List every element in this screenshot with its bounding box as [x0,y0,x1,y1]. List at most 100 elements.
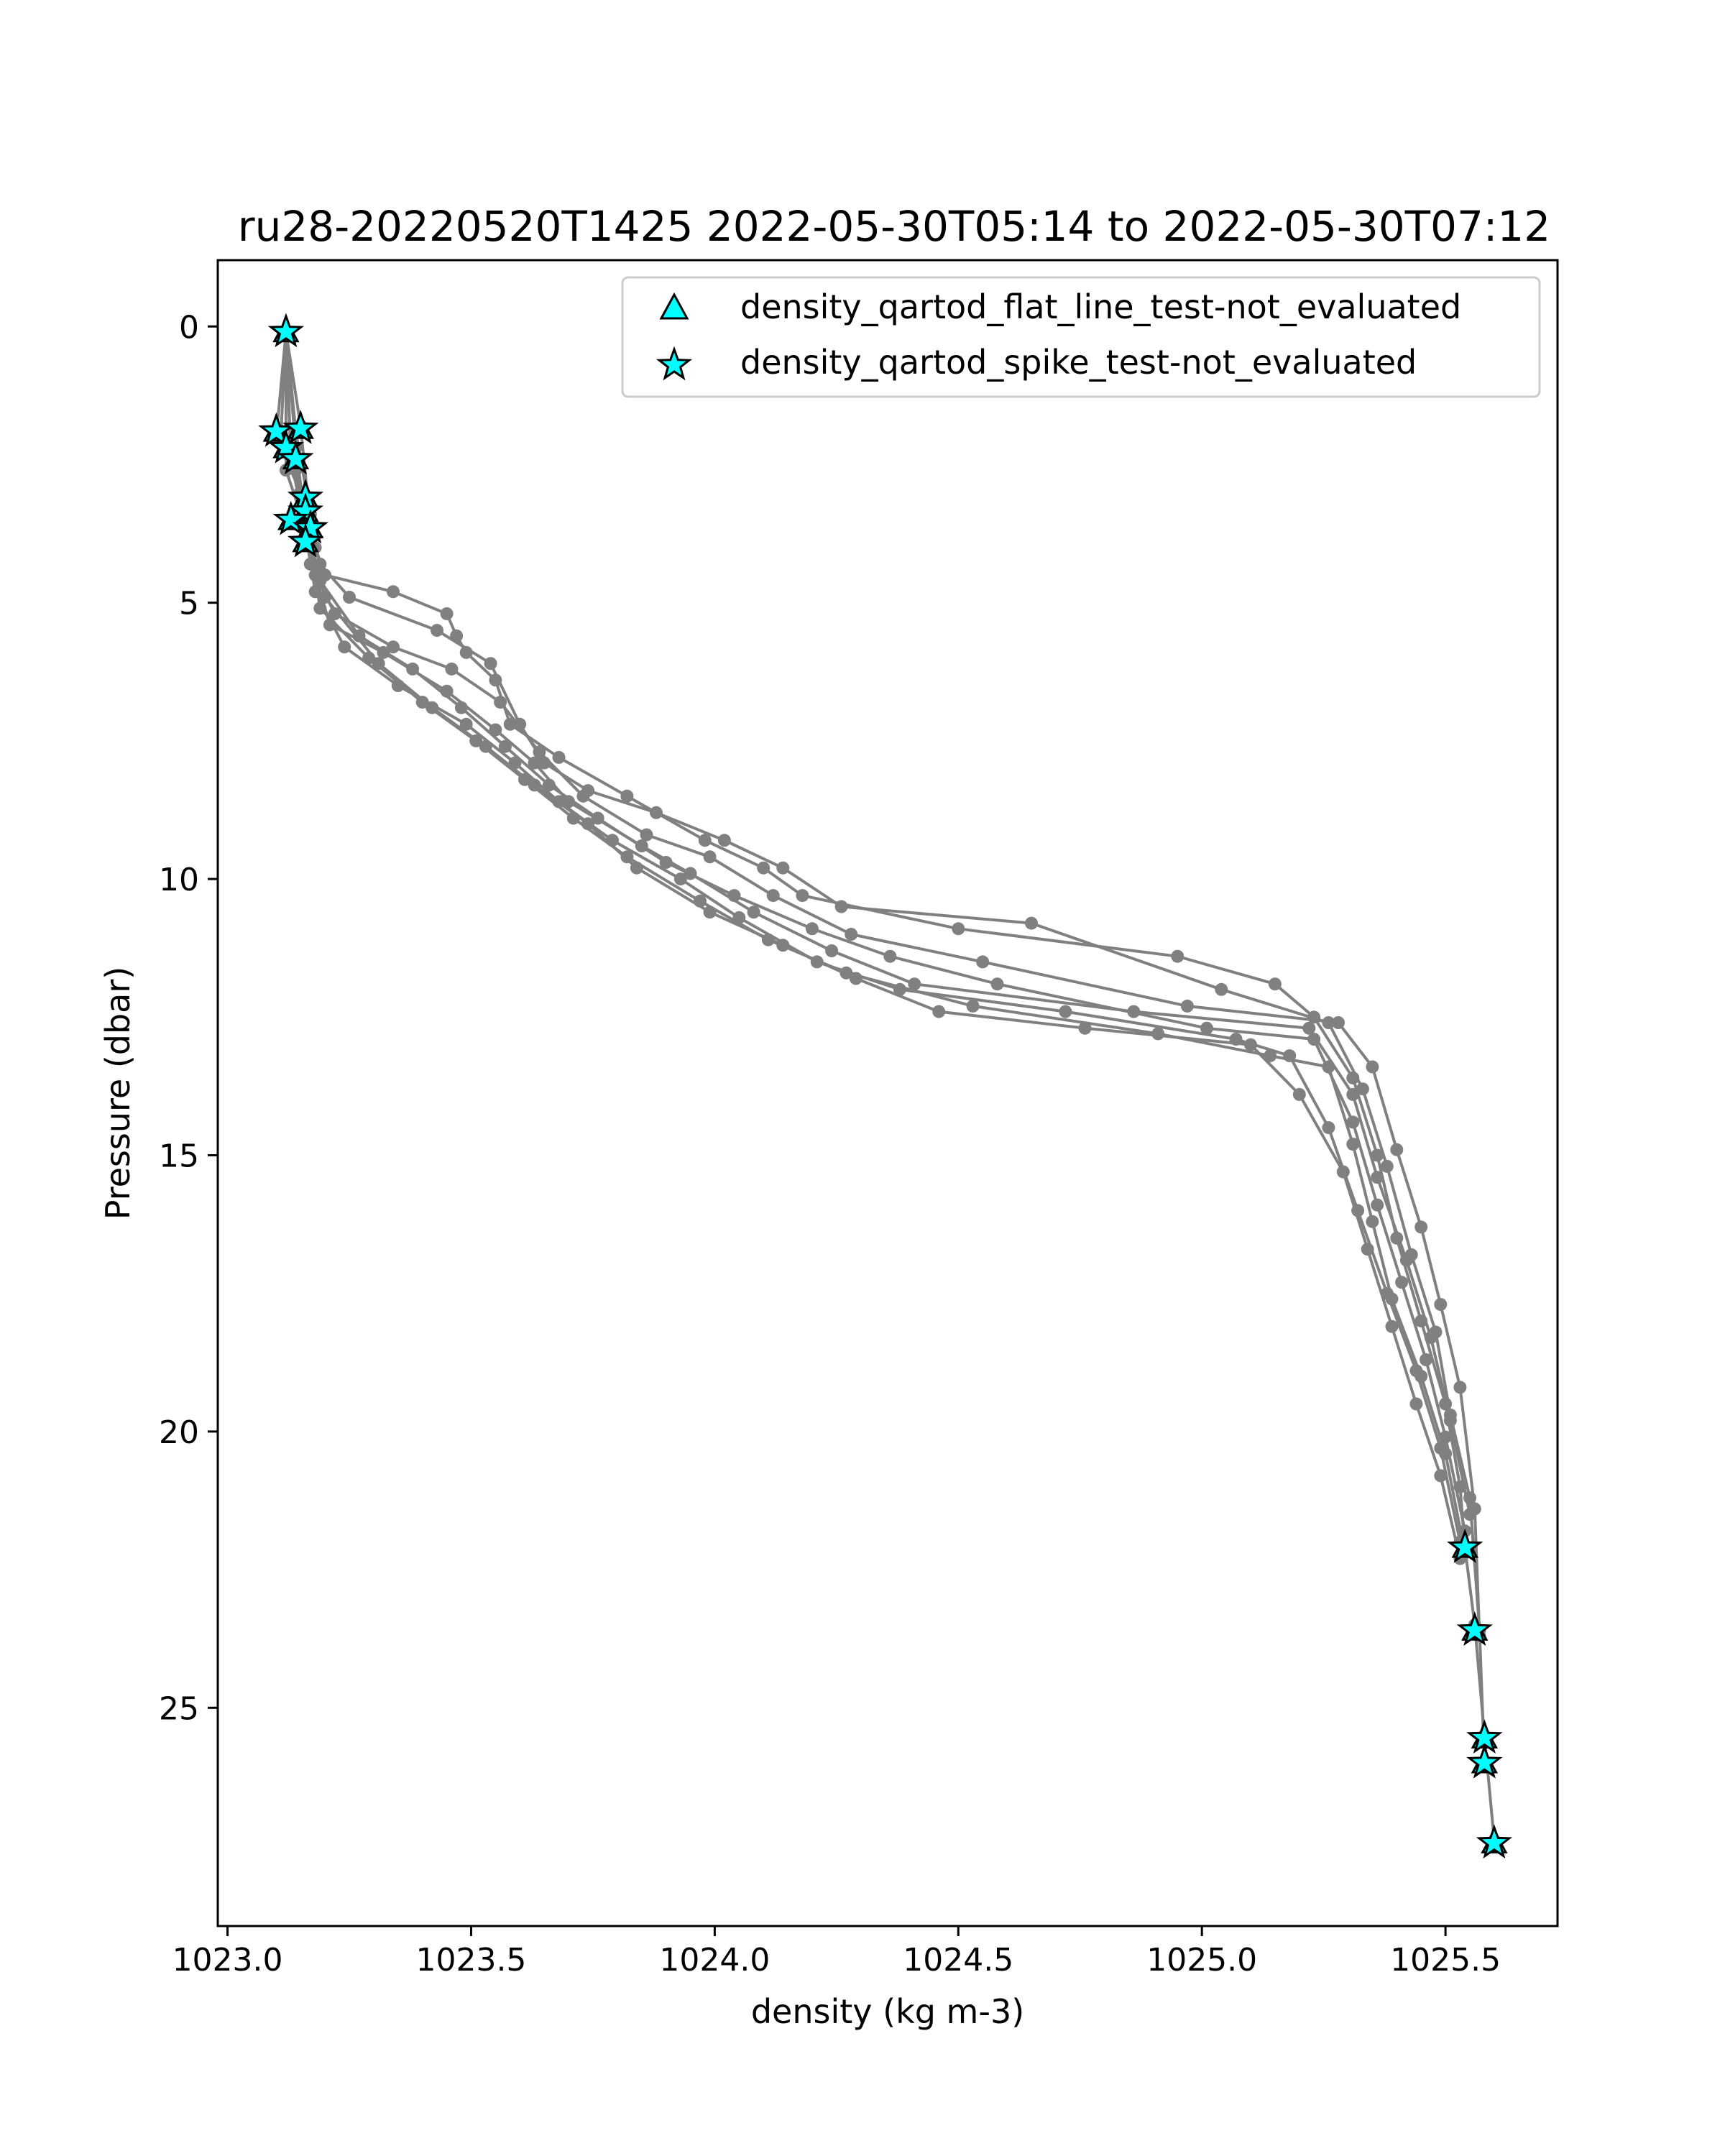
profile-point [1332,1016,1345,1029]
profile-point [1434,1298,1448,1312]
spike-flag-marker [1456,1611,1493,1646]
profile-point [1356,1082,1369,1096]
profile-point [328,607,341,620]
profile-point [1439,1447,1453,1460]
profile-point [459,717,473,731]
profile-point [1307,1033,1321,1046]
profile-point [1463,1508,1476,1521]
profile-point [528,756,541,770]
profile-point [717,834,731,847]
profile-point [1385,1292,1399,1306]
spike-flag-marker [1476,1824,1513,1859]
profile-point [1399,1253,1413,1267]
profile-point [313,602,327,615]
profile-point [845,928,858,941]
profile-point [849,972,862,985]
profile-point [703,850,717,864]
profile-point [883,949,897,963]
profile-point [431,624,443,637]
profile-point [1292,1087,1306,1101]
profile-point [620,850,634,864]
profile-point [1424,1331,1438,1345]
profile-point [1025,916,1038,930]
profile-point [494,696,507,709]
profile-point [932,1005,946,1018]
profile-point [673,872,687,886]
profile-point [703,906,717,919]
profile-point [489,723,502,737]
profile-point [387,585,400,599]
profile-point [1434,1469,1448,1483]
profile-point [479,740,492,753]
profile-point [318,591,332,604]
profile-point [581,817,595,831]
profile-point [1409,1397,1423,1411]
profile-point [766,889,780,903]
profile-point [650,806,663,819]
profile-point [1200,1021,1213,1035]
profile-point [591,811,604,825]
profile-point [484,657,497,671]
profile-point [1346,1138,1360,1151]
legend-label-flat-line-test: density_qartod_flat_line_test-not_evalua… [740,287,1461,326]
profile-point [1059,1005,1072,1018]
x-axis-label: density (kg m-3) [751,1992,1024,2031]
legend-box [621,276,1541,398]
legend-triangle-icon [659,292,689,320]
spike-flag-marker [292,509,328,544]
profile-point [1264,1049,1277,1063]
profile-point [1395,1276,1409,1289]
profile-point [1390,1143,1404,1156]
legend: density_qartod_flat_line_test-not_evalua… [621,276,1541,398]
spike-flag-marker [1447,1528,1484,1563]
profile-point [415,696,429,709]
profile-point [1361,1243,1374,1256]
profile-point [445,662,459,676]
spike-flag-marker [277,440,314,475]
profile-point [908,977,921,991]
profile-point [1414,1370,1428,1383]
x-tick-label: 1025.5 [1390,1942,1501,1978]
profile-point [343,591,356,604]
profile-point [966,999,980,1013]
profile-point [1385,1319,1399,1333]
spike-flag-marker [282,410,319,444]
plot-frame [216,259,1559,1927]
profile-point [1322,1121,1335,1135]
profile-point [1171,949,1184,963]
profile-point [533,745,546,759]
profile-point [1244,1038,1257,1051]
profile-point [747,906,760,919]
spike-flag-marker [287,492,324,528]
y-tick-label: 0 [179,309,199,346]
legend-label-spike-test: density_qartod_spike_test-not_evaluated [740,343,1417,382]
profile-point [528,778,541,792]
profile-point [1420,1353,1432,1366]
x-tick-label: 1024.5 [903,1942,1013,1978]
profile-point [440,607,454,620]
y-axis-label: Pressure (dbar) [98,967,137,1220]
profile-point [1414,1220,1428,1234]
profile-point [698,834,712,847]
profile-point [976,955,990,969]
y-axis-ticks: 0 5 10 15 20 25 [159,309,218,1727]
profile-point [498,740,512,753]
profile-point [952,922,965,936]
profile-point [552,750,566,764]
x-axis-ticks: 1023.0 1023.5 1024.0 1024.5 1025.0 1025.5 [172,1926,1501,1978]
profile-point [454,701,468,714]
profile-point [1346,1115,1360,1129]
profile-point [757,861,770,875]
profile-point [825,944,839,957]
profile-point [1336,1165,1350,1179]
profile-point [576,789,590,803]
x-tick-label: 1023.0 [172,1942,283,1978]
profile-point [352,629,366,642]
profile-point [1180,999,1194,1013]
y-tick-label: 10 [159,862,199,898]
profile-point [1380,1159,1394,1173]
profile-point [727,889,741,903]
flags-layer [258,313,1513,1859]
profile-point [1443,1414,1457,1427]
